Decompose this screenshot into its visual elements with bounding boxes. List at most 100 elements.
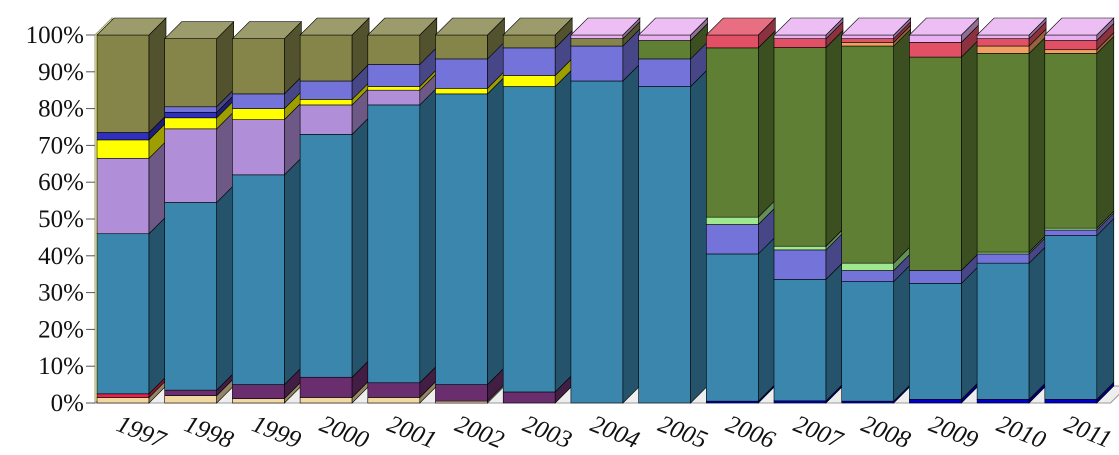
bar-segment-top [773,17,844,36]
bar-segment [367,64,421,87]
bar-segment-top [502,17,573,36]
bar-segment [976,399,1030,404]
bar-stack-2009 [908,17,980,404]
bar-segment [773,38,827,48]
x-tick-label: 2004 [587,411,643,455]
bar-segment [909,34,962,43]
bar-segment [1044,399,1098,404]
bar-segment-side [757,236,776,402]
bar-segment-side [148,215,167,395]
bar-segment [96,233,150,395]
bar-segment [773,47,827,247]
bar-segment [232,398,285,404]
bar-segment-top [231,21,303,39]
bar-segment-top [299,17,370,36]
bar-segment [96,132,150,141]
x-tick-label: 2008 [857,411,914,455]
bar-segment [299,80,353,100]
bar-segment [976,38,1030,47]
bar-segment [232,38,285,95]
y-tick-label: 40% [38,243,84,270]
bar-segment [164,106,217,113]
y-tick-label: 20% [38,316,84,343]
bar-segment [367,397,421,404]
y-tick-label: 90% [38,59,84,86]
bar-segment [435,384,488,402]
bar-segment [435,34,488,60]
bar-segment [367,34,421,65]
bar-segment-top [840,17,912,36]
bar-segment-top [705,17,777,36]
x-tick-label: 2007 [790,411,848,455]
bar-segment [502,75,556,87]
bar-segment-side [1028,35,1047,253]
bar-segment [909,283,962,400]
bar-segment [96,34,150,133]
x-tick-label: 1998 [180,411,237,455]
bar-segment [232,119,285,176]
y-tick-label: 80% [38,96,84,123]
bar-segment [705,224,759,255]
y-tick-label: 0% [51,390,84,417]
bar-segment [841,281,895,402]
bar-segment [976,34,1030,39]
bar-segment [299,376,353,398]
bar-segment [164,202,217,391]
bar-segment [96,157,150,235]
bar-segment [164,111,217,119]
bar-segment-top [434,17,506,36]
bar-segment [1044,235,1098,400]
bar-stack-2007 [773,17,844,404]
bar-segment [299,99,353,106]
bar-segment-side [554,68,573,393]
bar-stack-1999 [231,20,303,404]
bar-segment [909,56,962,271]
bar-stack-2004 [570,17,641,404]
bar-segment [164,389,217,396]
bar-segment [841,38,895,43]
bar-segment-side [622,63,641,404]
bar-segment [705,253,759,402]
bar-segment-side [1096,217,1115,401]
bar-segment [232,384,285,399]
bar-segment [638,40,691,60]
bar-stack-2001 [367,17,438,404]
bar-segment-side [825,261,844,402]
bar-stack-2000 [299,17,370,404]
bar-segment-side [1096,35,1115,229]
bar-stacks [96,17,1115,404]
x-tick-label: 2000 [316,411,373,455]
bar-segment [909,42,962,58]
bar-segment [570,38,624,47]
bar-segment [96,393,150,398]
bar-stack-1997 [96,17,167,404]
bar-segment [232,93,285,109]
bar-segment [638,86,691,404]
y-tick-label: 70% [38,132,84,159]
bar-segment-top [163,21,235,39]
bar-segment [638,58,691,87]
x-tick-label: 2001 [384,411,440,455]
bar-segment [96,139,150,159]
bar-segment [570,34,624,39]
bar-segment [1044,53,1098,229]
y-tick-label: 100% [26,22,84,49]
bar-segment [909,399,962,404]
bar-segment-side [487,76,505,386]
bar-segment [976,262,1030,400]
bar-segment [367,86,421,91]
y-tick-label: 60% [38,169,84,196]
bar-segment [570,45,624,82]
bar-segment [705,216,759,225]
bar-segment-side [961,39,979,272]
bar-segment [299,397,353,404]
bar-segment [367,382,421,398]
bar-segment [367,89,421,106]
y-axis-ticks: 0% 10% 20% 30% 40% 50% 60% 70% 80% 90% 100% [26,22,95,417]
y-tick-label: 10% [38,353,84,380]
bar-segment [1044,40,1098,51]
bar-segment-top [908,17,980,36]
x-tick-label: 2005 [654,411,710,455]
bar-segment [299,34,353,82]
